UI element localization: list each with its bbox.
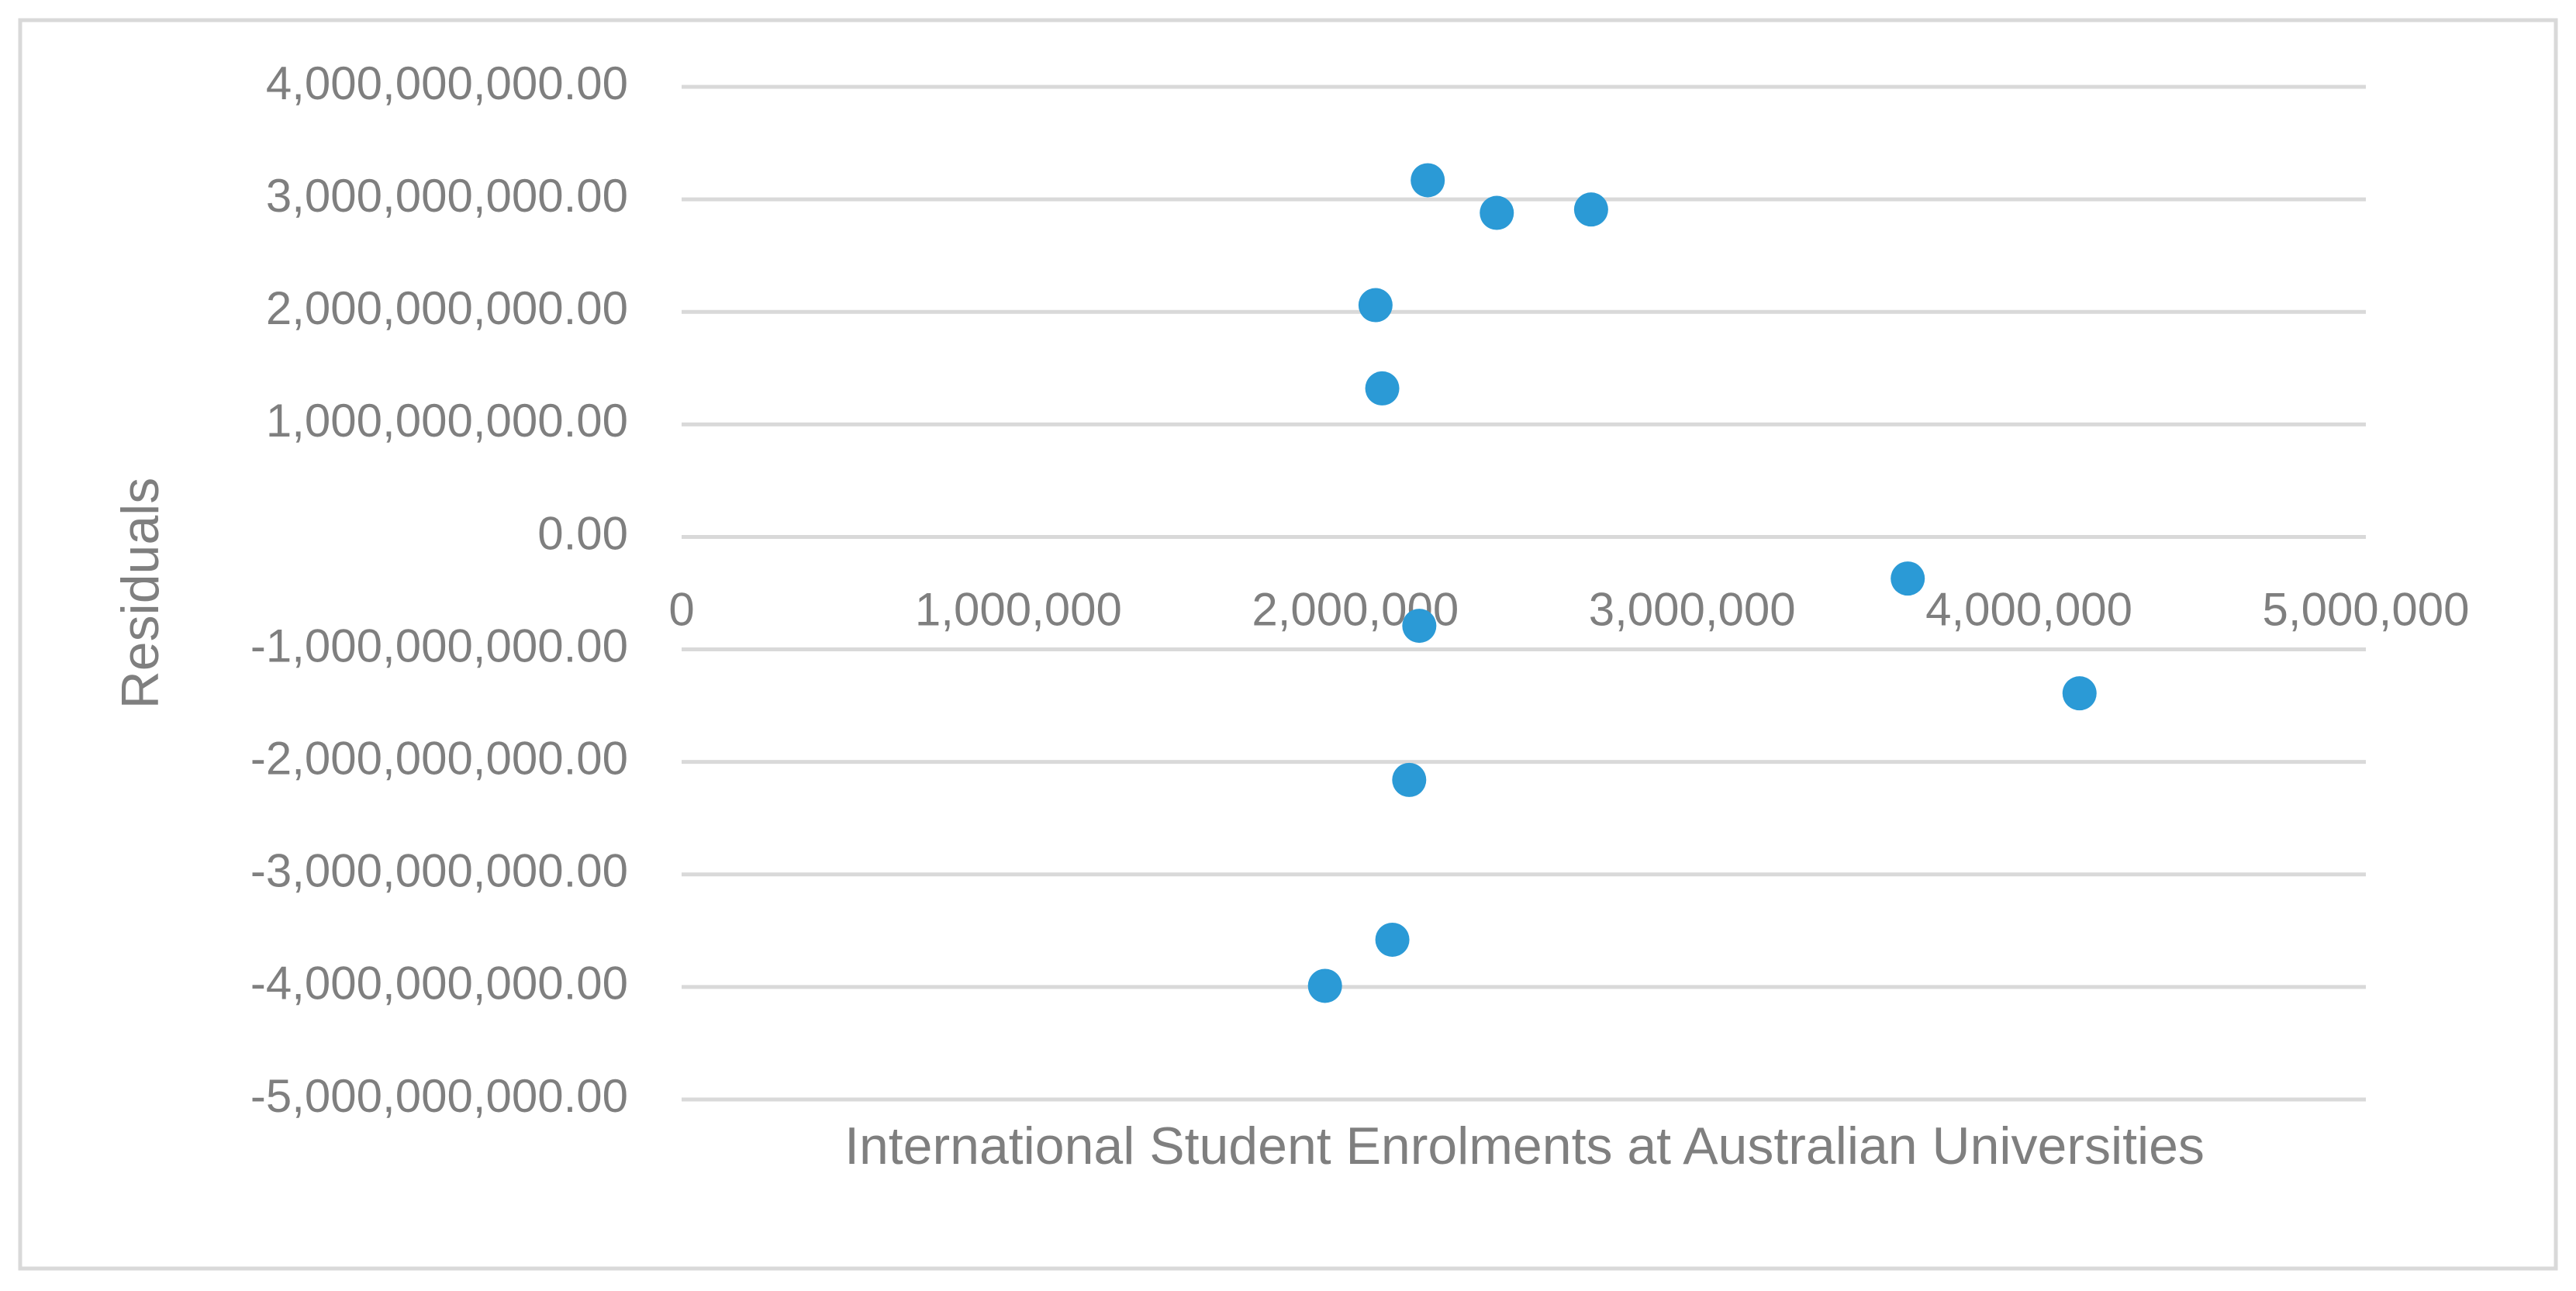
- y-tick-label: 3,000,000,000.00: [266, 170, 628, 222]
- scatter-point: [1392, 762, 1427, 797]
- y-tick-label: -4,000,000,000.00: [250, 958, 628, 1010]
- y-tick-label: -2,000,000,000.00: [250, 733, 628, 785]
- y-tick-label: 1,000,000,000.00: [266, 395, 628, 447]
- x-tick-label: 3,000,000: [1589, 583, 1796, 635]
- scatter-point: [1375, 922, 1410, 957]
- y-tick-label: 4,000,000,000.00: [266, 57, 628, 109]
- y-axis-title: Residuals: [111, 478, 170, 709]
- y-tick-label: 2,000,000,000.00: [266, 282, 628, 334]
- x-tick-label: 1,000,000: [915, 583, 1122, 635]
- y-tick-label: -3,000,000,000.00: [250, 845, 628, 897]
- y-tick-label: 0.00: [537, 507, 628, 559]
- x-tick-label: 0: [668, 583, 694, 635]
- x-axis-title: International Student Enrolments at Aust…: [844, 1117, 2205, 1175]
- scatter-point: [2062, 676, 2097, 711]
- x-tick-label: 5,000,000: [2263, 583, 2470, 635]
- scatter-point: [1573, 192, 1608, 227]
- scatter-point: [1891, 561, 1925, 596]
- y-tick-label: -5,000,000,000.00: [250, 1070, 628, 1122]
- x-tick-label: 4,000,000: [1925, 583, 2132, 635]
- scatter-point: [1411, 163, 1445, 198]
- chart-frame: [18, 18, 2558, 1271]
- scatter-point: [1358, 288, 1393, 323]
- scatter-point: [1480, 195, 1514, 230]
- y-tick-label: -1,000,000,000.00: [250, 620, 628, 671]
- scatter-point: [1402, 609, 1437, 644]
- scatter-point: [1307, 968, 1342, 1003]
- scatter-point: [1365, 371, 1400, 406]
